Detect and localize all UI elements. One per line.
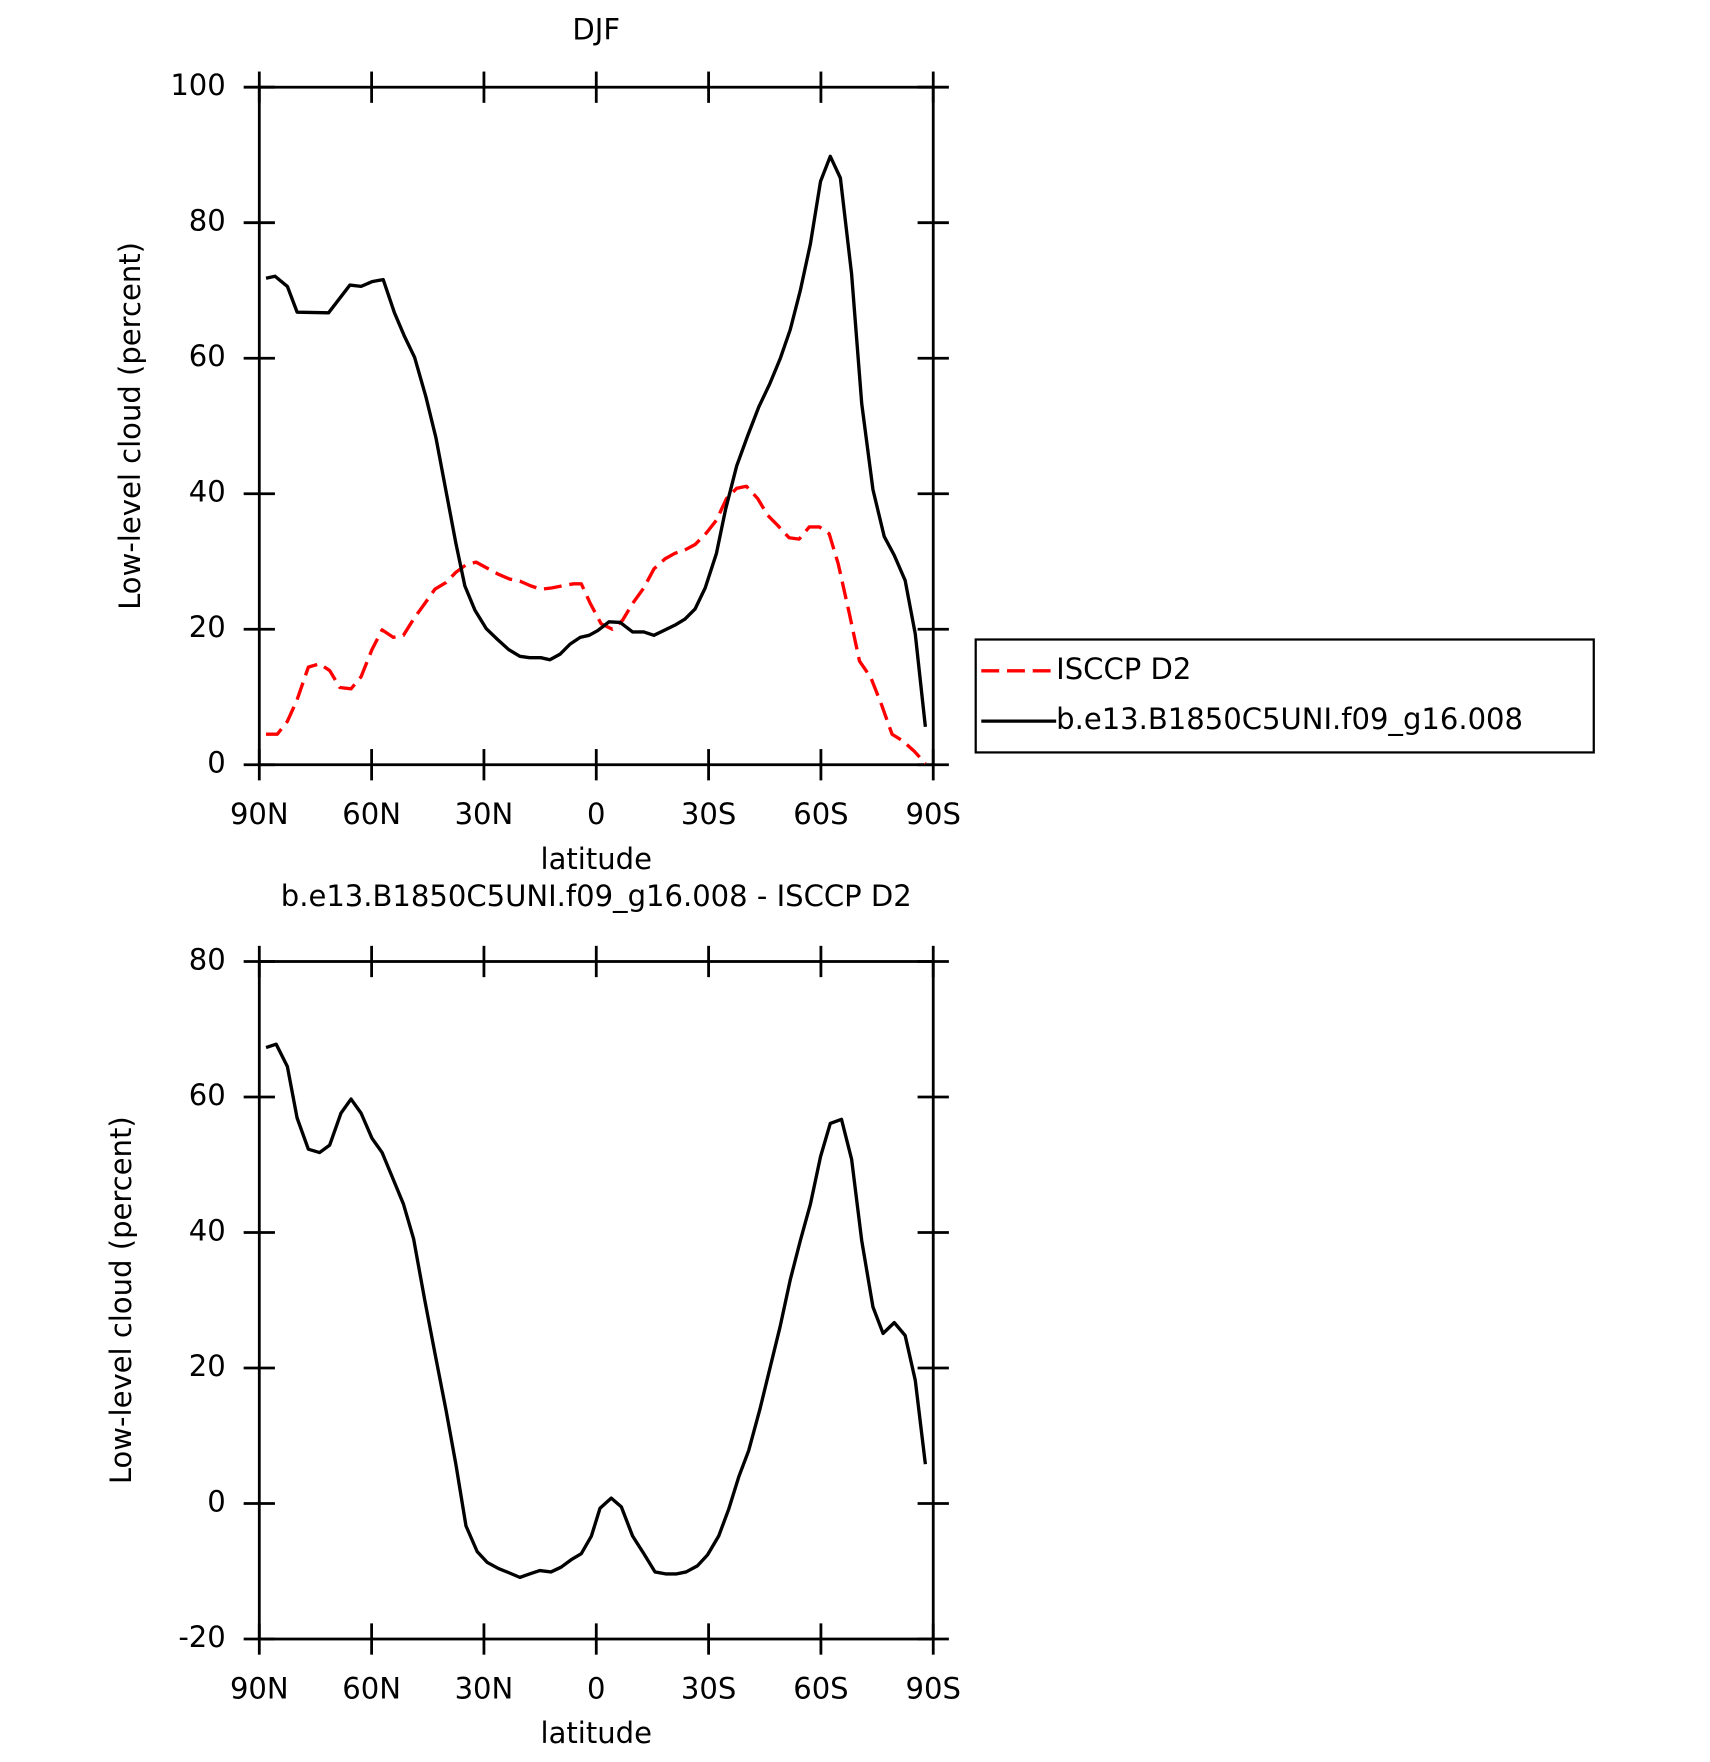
y-tick-label: 80 [189,942,226,976]
x-tick-label: 30S [681,1671,736,1705]
x-tick-label: 30N [455,1671,514,1705]
x-axis-label: latitude [541,1716,652,1750]
x-tick-label: 30S [681,797,736,831]
y-tick-label: 20 [189,1349,226,1383]
x-tick-label: 60S [793,797,848,831]
y-axis-label: Low-level cloud (percent) [113,242,147,610]
y-tick-label: 40 [189,1214,226,1248]
data-line [266,484,927,765]
data-line [265,1042,928,1580]
y-tick-label: -20 [178,1620,225,1654]
x-tick-label: 60N [342,797,401,831]
legend-box [974,638,1595,754]
legend-label: ISCCP D2 [1056,652,1191,686]
y-tick-label: 80 [189,204,226,238]
y-tick-label: 0 [207,1485,225,1519]
x-tick-label: 90N [230,1671,289,1705]
plot-frame [257,960,935,1641]
y-tick-label: 0 [207,746,225,780]
y-tick-label: 60 [189,1078,226,1112]
plot-frame [257,85,935,767]
legend-label: b.e13.B1850C5UNI.f09_g16.008 [1056,702,1523,736]
y-axis-label: Low-level cloud (percent) [104,1116,138,1484]
x-tick-label: 90S [906,797,961,831]
x-axis-label: latitude [541,842,652,876]
x-tick-label: 30N [455,797,514,831]
chart-title: DJF [572,12,620,46]
x-tick-label: 0 [587,797,605,831]
y-tick-label: 20 [189,610,226,644]
x-tick-label: 90N [230,797,289,831]
x-tick-label: 0 [587,1671,605,1705]
x-tick-label: 60S [793,1671,848,1705]
y-tick-label: 60 [189,339,226,373]
data-line [265,154,928,727]
y-tick-label: 40 [189,475,226,509]
x-tick-label: 90S [906,1671,961,1705]
y-tick-label: 100 [170,68,225,102]
chart-title: b.e13.B1850C5UNI.f09_g16.008 - ISCCP D2 [281,879,912,913]
x-tick-label: 60N [342,1671,401,1705]
